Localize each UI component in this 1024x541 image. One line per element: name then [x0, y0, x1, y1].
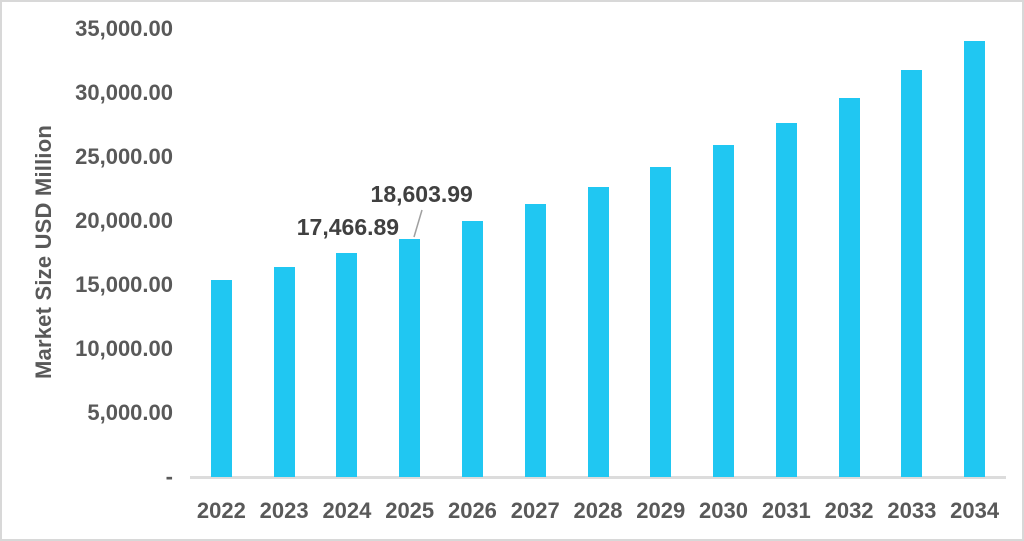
y-tick-label-10000: 10,000.00: [75, 336, 173, 361]
x-tick-label-2030: 2030: [699, 498, 748, 523]
y-tick-label-5000: 5,000.00: [87, 400, 173, 425]
bar-2032: [838, 97, 860, 477]
x-tick-label-2028: 2028: [573, 498, 623, 523]
y-tick-label-25000: 25,000.00: [75, 144, 173, 169]
bar-2023: [273, 267, 295, 477]
bar-2030: [713, 144, 735, 477]
x-tick-label-2023: 2023: [259, 498, 309, 523]
x-tick-label-2033: 2033: [887, 498, 937, 523]
bar-2022: [210, 279, 232, 477]
bar-2027: [524, 204, 546, 477]
data-label-2025: 18,603.99: [370, 180, 473, 207]
x-tick-label-2022: 2022: [196, 498, 246, 523]
x-tick-label-2026: 2026: [447, 498, 497, 523]
x-tick-label-2027: 2027: [510, 498, 560, 523]
x-axis-line: [190, 476, 1006, 479]
data-label-2024: 17,466.89: [296, 214, 400, 241]
bar-2034: [964, 41, 986, 477]
data-label-leader-line: [412, 209, 423, 238]
x-tick-label-2032: 2032: [824, 498, 874, 523]
bar-2024: [336, 253, 358, 477]
x-tick-label-2024: 2024: [322, 498, 372, 523]
y-tick-label-35000: 35,000.00: [75, 16, 173, 41]
bar-2028: [587, 186, 609, 477]
bar-2031: [775, 122, 797, 477]
x-tick-label-2025: 2025: [385, 498, 435, 523]
bar-2029: [650, 166, 672, 477]
x-tick-label-2031: 2031: [761, 498, 811, 523]
bar-2033: [901, 69, 923, 477]
y-tick-label-30000: 30,000.00: [75, 80, 173, 105]
x-tick-label-2029: 2029: [636, 498, 686, 523]
y-tick-label-20000: 20,000.00: [75, 208, 173, 233]
y-tick-label-0: -: [165, 464, 173, 489]
bar-2026: [461, 221, 483, 477]
bar-2025: [399, 238, 421, 477]
y-tick-label-15000: 15,000.00: [75, 272, 173, 297]
x-tick-label-2034: 2034: [950, 498, 1000, 523]
